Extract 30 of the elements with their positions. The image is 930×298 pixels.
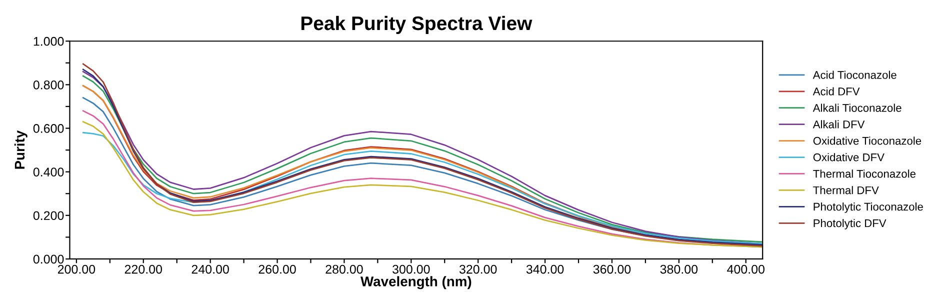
x-axis-title: Wavelength (nm) [360, 276, 472, 290]
x-tick-label: 260.00 [258, 264, 296, 274]
legend-label: Oxidative Tioconazole [813, 136, 922, 145]
y-tick-label: 0.600 [33, 124, 64, 133]
x-tick-label: 200.00 [58, 264, 96, 274]
chart-title: Peak Purity Spectra View [301, 16, 532, 34]
legend-label: Alkali Tioconazole [812, 104, 902, 112]
y-axis-title: Purity [14, 130, 28, 169]
y-tick-label: 0.200 [33, 211, 64, 220]
x-tick-label: 240.00 [192, 264, 229, 274]
legend-label: Thermal DFV [813, 186, 879, 194]
y-tick-label: 1.000 [34, 36, 64, 46]
x-tick-label: 340.00 [526, 264, 564, 274]
legend-label: Alkali DFV [812, 120, 865, 128]
legend-label: Acid Tioconazole [812, 70, 896, 79]
y-tick-label: 0.800 [33, 80, 64, 90]
x-tick-label: 380.00 [660, 264, 698, 274]
legend-label: Thermal Tioconazole [813, 170, 916, 178]
legend-label: Photolytic DFV [814, 218, 886, 230]
legend-label: Acid DFV [812, 87, 860, 96]
x-tick-label: 300.00 [392, 264, 430, 274]
y-tick-label: 0.000 [33, 254, 64, 264]
legend-label: Photolytic Tioconazole [814, 202, 923, 213]
x-tick-label: 280.00 [326, 264, 363, 274]
x-tick-label: 220.00 [124, 264, 162, 274]
y-tick-label: 0.400 [33, 168, 64, 176]
x-tick-label: 360.00 [593, 264, 631, 274]
x-tick-label: 320.00 [459, 264, 497, 274]
legend-label: Oxidative DFV [813, 153, 884, 162]
x-tick-label: 400.00 [727, 264, 764, 274]
